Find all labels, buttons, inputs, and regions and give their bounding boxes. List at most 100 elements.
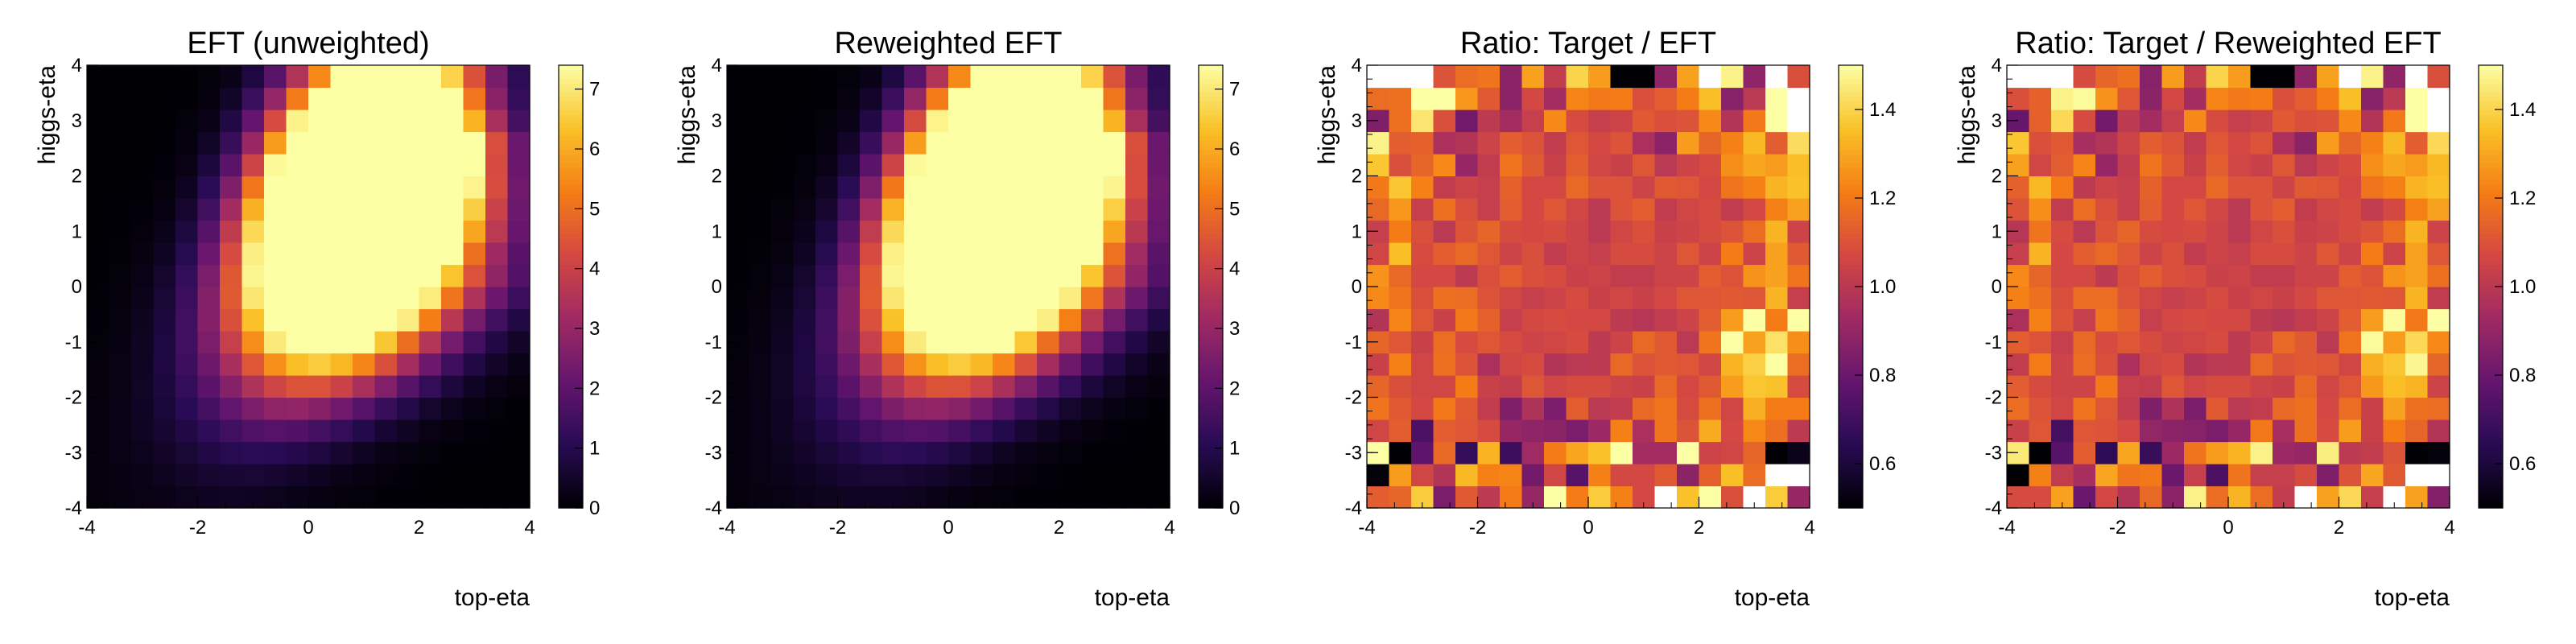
- colorbar-tick-label: 4: [1229, 258, 1240, 280]
- colorbar-step: [559, 87, 583, 93]
- colorbar-tick-label: 6: [1229, 138, 1240, 160]
- heatmap-cell: [463, 131, 486, 155]
- heatmap-cell: [2427, 308, 2450, 332]
- colorbar-step: [559, 287, 583, 292]
- heatmap-cell: [793, 331, 816, 354]
- heatmap-cell: [2228, 65, 2252, 89]
- heatmap-cell: [1037, 131, 1060, 155]
- heatmap-cell: [1081, 485, 1104, 509]
- colorbar-step: [1839, 379, 1863, 385]
- colorbar-step: [2479, 145, 2503, 151]
- heatmap-cell: [1765, 353, 1789, 376]
- heatmap-cell: [1787, 264, 1810, 287]
- colorbar-step: [1199, 450, 1223, 456]
- colorbar-step: [2479, 340, 2503, 345]
- heatmap-cell: [353, 308, 376, 332]
- heatmap-cell: [175, 131, 199, 155]
- colorbar-step: [2479, 423, 2503, 429]
- heatmap-cell: [1699, 397, 1722, 420]
- heatmap-cell: [1455, 242, 1479, 266]
- colorbar-step: [2479, 473, 2503, 478]
- heatmap-cell: [2228, 331, 2252, 354]
- heatmap-cell: [2383, 353, 2406, 376]
- heatmap-cell: [286, 198, 309, 221]
- heatmap-cell: [1103, 220, 1126, 243]
- heatmap-cell: [1610, 353, 1633, 376]
- colorbar-step: [1199, 225, 1223, 230]
- heatmap-cell: [1765, 154, 1789, 177]
- colorbar-step: [559, 114, 583, 119]
- heatmap-cell: [1411, 109, 1435, 133]
- heatmap-cell: [881, 308, 905, 332]
- colorbar-step: [1199, 499, 1223, 505]
- heatmap-cell: [1787, 131, 1810, 155]
- heatmap-cell: [1477, 353, 1501, 376]
- heatmap-cell: [2184, 87, 2207, 110]
- x-tick-label: 0: [943, 517, 953, 539]
- heatmap-cell: [2273, 264, 2296, 287]
- heatmap-cell: [2051, 308, 2074, 332]
- colorbar-step: [2479, 171, 2503, 177]
- heatmap-cell: [397, 87, 420, 110]
- heatmap-cell: [926, 353, 949, 376]
- heatmap-cell: [1081, 109, 1104, 133]
- heatmap-cell: [948, 242, 972, 266]
- heatmap-cell: [1633, 419, 1656, 443]
- heatmap-cell: [2140, 220, 2163, 243]
- heatmap-cell: [948, 353, 972, 376]
- colorbar-step: [559, 136, 583, 142]
- heatmap-cell: [2117, 220, 2140, 243]
- heatmap-cell: [1677, 375, 1700, 398]
- heatmap-cell: [507, 397, 530, 420]
- heatmap-cell: [197, 175, 221, 199]
- heatmap-cell: [2273, 87, 2296, 110]
- heatmap-cell: [1014, 220, 1038, 243]
- heatmap-cell: [419, 485, 442, 509]
- x-tick-label: 4: [524, 517, 535, 539]
- heatmap-cell: [926, 87, 949, 110]
- colorbar-step: [559, 273, 583, 279]
- heatmap-cell: [131, 264, 155, 287]
- heatmap-cell: [1743, 331, 1766, 354]
- heatmap-cell: [860, 65, 883, 89]
- heatmap-cell: [220, 375, 243, 398]
- heatmap-cell: [948, 131, 972, 155]
- heatmap-cell: [441, 220, 464, 243]
- heatmap-cell: [1544, 464, 1567, 487]
- heatmap-cell: [1765, 308, 1789, 332]
- colorbar-step: [1839, 109, 1863, 115]
- heatmap-cell: [1433, 441, 1456, 464]
- heatmap-cell: [308, 220, 332, 243]
- heatmap-cell: [926, 375, 949, 398]
- heatmap-cell: [1521, 175, 1545, 199]
- colorbar-step: [1839, 101, 1863, 106]
- heatmap-cell: [1014, 353, 1038, 376]
- heatmap-cell: [507, 264, 530, 287]
- heatmap-cell: [264, 154, 287, 177]
- colorbar-step: [1839, 149, 1863, 155]
- heatmap-cell: [1588, 242, 1612, 266]
- heatmap-cell: [1787, 397, 1810, 420]
- colorbar-step: [1199, 78, 1223, 84]
- heatmap-cell: [837, 353, 861, 376]
- heatmap-cell: [1411, 198, 1435, 221]
- heatmap-cell: [1521, 441, 1545, 464]
- colorbar-step: [1839, 211, 1863, 217]
- heatmap-cell: [353, 175, 376, 199]
- heatmap-cell: [2273, 353, 2296, 376]
- heatmap-cell: [2250, 154, 2273, 177]
- heatmap-cell: [2250, 220, 2273, 243]
- heatmap-cell: [1610, 375, 1633, 398]
- heatmap-cell: [749, 65, 772, 89]
- y-tick-label: -4: [1345, 497, 1362, 519]
- heatmap-cell: [1411, 264, 1435, 287]
- heatmap-cell: [1654, 397, 1678, 420]
- heatmap-cell: [2029, 109, 2052, 133]
- heatmap-cell: [397, 397, 420, 420]
- heatmap-cell: [815, 287, 839, 310]
- colorbar-tick-label: 1.4: [1869, 99, 1896, 121]
- heatmap-cell: [507, 220, 530, 243]
- heatmap-cell: [2250, 441, 2273, 464]
- heatmap-cell: [904, 485, 927, 509]
- colorbar-step: [559, 446, 583, 452]
